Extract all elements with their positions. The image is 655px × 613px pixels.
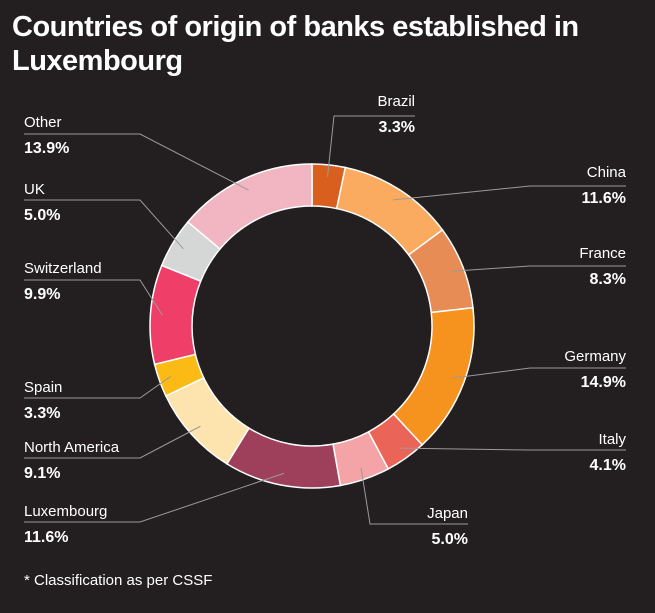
value-germany: 14.9%	[581, 374, 626, 391]
chart-title: Countries of origin of banks established…	[12, 11, 579, 77]
value-switzerland: 9.9%	[24, 286, 60, 303]
label-uk: UK	[24, 181, 45, 198]
leader-spain	[24, 375, 171, 399]
slice-labels: Brazil 3.3% China 11.6% France 8.3% Germany 14.…	[24, 93, 627, 548]
leader-luxembourg	[24, 472, 285, 523]
label-other: Other	[24, 114, 62, 131]
leader-china	[393, 185, 626, 201]
value-japan: 5.0%	[432, 531, 468, 548]
label-japan: Japan	[427, 505, 468, 522]
slice-switzerland	[149, 264, 202, 366]
value-other: 13.9%	[24, 140, 69, 157]
label-china: China	[587, 164, 627, 181]
chart-footnote: * Classification as per CSSF	[24, 572, 213, 589]
label-italy: Italy	[598, 431, 626, 448]
label-germany: Germany	[564, 348, 626, 365]
leader-lines	[24, 115, 626, 525]
value-italy: 4.1%	[590, 457, 626, 474]
slice-other	[186, 163, 313, 250]
value-spain: 3.3%	[24, 405, 60, 422]
label-brazil: Brazil	[377, 93, 415, 110]
leader-uk	[24, 199, 184, 250]
value-china: 11.6%	[582, 190, 626, 207]
label-luxembourg: Luxembourg	[24, 503, 107, 520]
label-france: France	[579, 245, 626, 262]
leader-italy	[399, 447, 626, 451]
label-north-america: North America	[24, 439, 120, 456]
value-luxembourg: 11.6%	[24, 529, 68, 546]
value-france: 8.3%	[590, 271, 626, 288]
value-brazil: 3.3%	[379, 119, 415, 136]
value-uk: 5.0%	[24, 207, 60, 224]
leader-switzerland	[24, 279, 163, 316]
slice-germany	[392, 306, 475, 446]
donut-slices	[149, 163, 475, 489]
label-spain: Spain	[24, 379, 62, 396]
value-north-america: 9.1%	[24, 465, 60, 482]
label-switzerland: Switzerland	[24, 260, 102, 277]
leader-north-america	[24, 425, 201, 459]
leader-france	[451, 265, 626, 272]
leader-japan	[360, 467, 468, 525]
leader-brazil	[327, 115, 415, 177]
leader-germany	[452, 367, 626, 379]
leader-other	[24, 133, 249, 191]
